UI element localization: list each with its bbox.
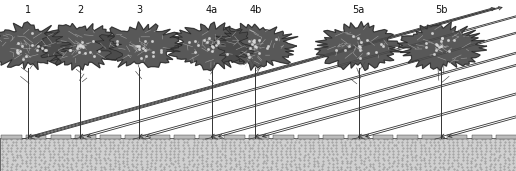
Bar — [422, 135, 443, 139]
Text: 1: 1 — [25, 5, 31, 15]
Bar — [75, 135, 96, 139]
Bar — [0, 138, 516, 171]
Bar — [373, 135, 393, 139]
Bar — [224, 135, 245, 139]
Bar — [397, 135, 418, 139]
Text: 5a: 5a — [352, 5, 365, 15]
Bar — [323, 135, 344, 139]
Polygon shape — [94, 22, 182, 67]
Text: 4a: 4a — [205, 5, 218, 15]
Polygon shape — [315, 22, 403, 70]
Bar — [1, 135, 22, 139]
Bar — [26, 135, 46, 139]
Text: 4b: 4b — [249, 5, 262, 15]
Bar — [298, 135, 319, 139]
Text: 2: 2 — [77, 5, 83, 15]
Bar — [150, 135, 170, 139]
Polygon shape — [167, 22, 254, 71]
Bar — [249, 135, 269, 139]
Text: 5b: 5b — [435, 5, 447, 15]
Bar — [199, 135, 220, 139]
Bar — [51, 135, 71, 139]
Polygon shape — [209, 23, 298, 70]
Bar — [472, 135, 492, 139]
Bar — [174, 135, 195, 139]
Polygon shape — [397, 22, 487, 71]
Text: 3: 3 — [136, 5, 142, 15]
Bar — [447, 135, 467, 139]
Bar — [100, 135, 121, 139]
Polygon shape — [0, 22, 73, 70]
Bar — [273, 135, 294, 139]
Polygon shape — [37, 23, 122, 70]
Bar — [348, 135, 368, 139]
Bar — [496, 135, 516, 139]
Bar — [125, 135, 146, 139]
